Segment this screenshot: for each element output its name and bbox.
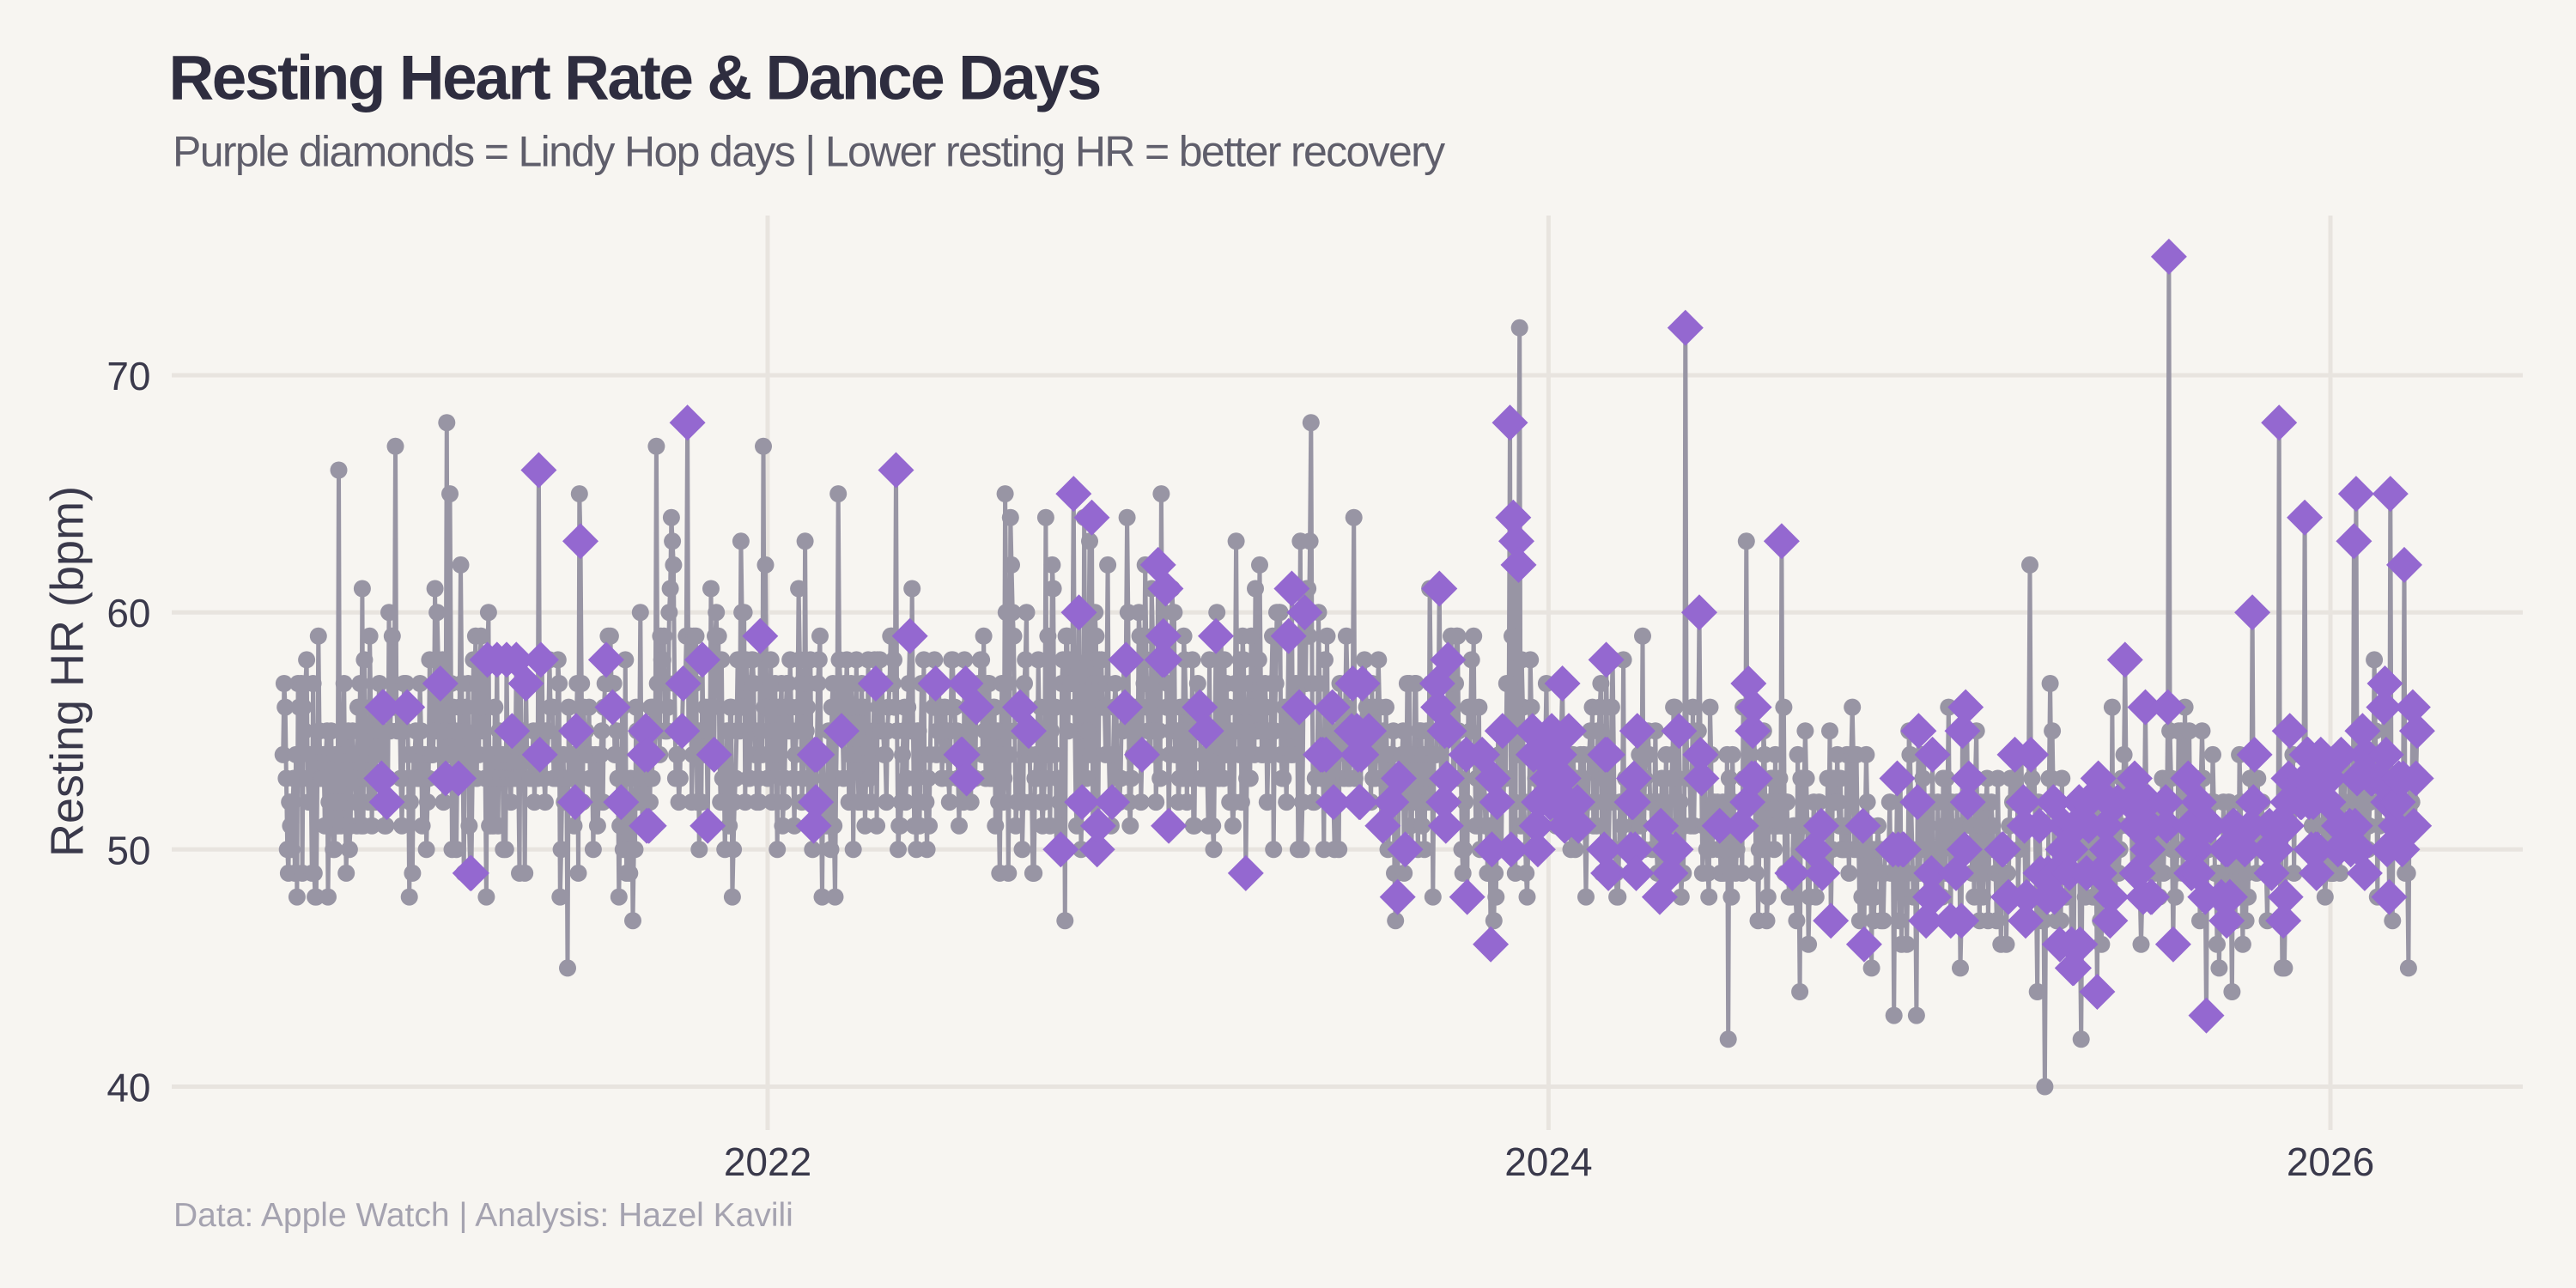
svg-text:50: 50 [106, 828, 150, 872]
svg-text:2022: 2022 [724, 1139, 811, 1184]
svg-text:2026: 2026 [2287, 1139, 2374, 1184]
svg-text:Resting Heart Rate & Dance Day: Resting Heart Rate & Dance Days [169, 44, 1100, 113]
svg-text:2024: 2024 [1504, 1139, 1592, 1184]
svg-text:Data: Apple Watch | Analysis:: Data: Apple Watch | Analysis: Hazel Kavi… [173, 1197, 793, 1234]
svg-text:Purple diamonds = Lindy Hop da: Purple diamonds = Lindy Hop days | Lower… [173, 128, 1445, 176]
svg-text:Resting HR (bpm): Resting HR (bpm) [42, 486, 94, 857]
svg-text:60: 60 [106, 591, 150, 635]
svg-text:70: 70 [106, 354, 150, 398]
svg-text:40: 40 [106, 1066, 150, 1110]
